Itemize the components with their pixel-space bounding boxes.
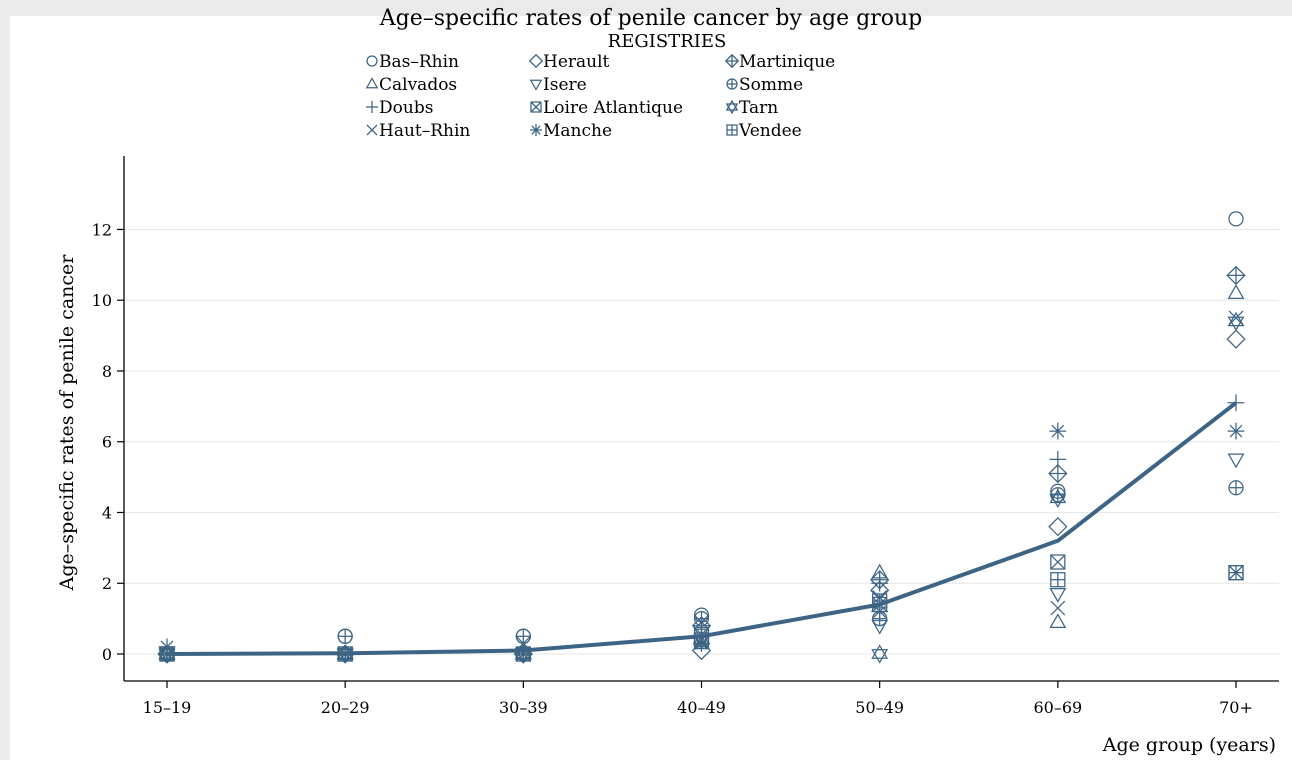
y-tick-label: 6: [102, 433, 112, 452]
point-martinique: [1226, 265, 1246, 286]
chart-panel: Age–specific rates of penile cancer by a…: [10, 6, 1292, 760]
legend-label: Calvados: [379, 75, 457, 95]
legend-marker: [366, 101, 378, 113]
legend-marker: [726, 78, 738, 90]
point-martinique: [1048, 463, 1068, 484]
point-somme: [872, 610, 888, 627]
legend-marker: [366, 124, 378, 136]
point-herault: [1226, 329, 1246, 349]
legend-label: Haut–Rhin: [379, 121, 470, 141]
point-calvados: [1227, 284, 1245, 299]
point-manche: [1227, 422, 1245, 440]
point-somme: [693, 610, 710, 627]
point-bas-rhin: [1228, 211, 1244, 227]
y-tick-label: 2: [102, 574, 112, 593]
point-vendee: [693, 628, 710, 644]
legend-label: Manche: [543, 121, 612, 141]
legend-label: Somme: [739, 75, 803, 95]
point-somme: [1228, 480, 1244, 496]
point-calvados: [1049, 613, 1067, 629]
point-vendee: [159, 646, 175, 662]
point-vendee: [515, 646, 531, 662]
point-isere: [1049, 587, 1067, 603]
point-loire-atlantique: [1050, 554, 1066, 570]
y-tick-label: 0: [102, 645, 112, 664]
x-axis-title: Age group (years): [1102, 734, 1276, 756]
point-haut-rhin: [1050, 600, 1066, 616]
y-axis-title: Age–specific rates of penile cancer: [56, 254, 78, 592]
point-isere: [1227, 453, 1245, 469]
x-tick-label: 15–19: [143, 698, 192, 717]
x-tick-label: 20–29: [321, 698, 370, 717]
x-tick-label: 30–39: [499, 698, 548, 717]
chart-svg: 0 2 4 6 8 10 12 15–19 20–29 30–39 40–49 50–49 60–69 7…: [56, 31, 1279, 756]
legend-label: Martinique: [739, 52, 835, 72]
legend-marker: [529, 79, 543, 91]
legend-label: Herault: [543, 52, 610, 72]
legend-label: Loire Atlantique: [543, 98, 683, 118]
data-points: [157, 211, 1246, 664]
point-tarn: [871, 644, 889, 664]
legend-label: Vendee: [738, 121, 802, 141]
x-tick-label: 40–49: [677, 698, 726, 717]
y-tick-label: 10: [92, 291, 112, 310]
legend-marker: [528, 53, 544, 69]
point-tarn: [1227, 311, 1245, 332]
x-tick-label: 50–49: [855, 698, 904, 717]
point-vendee: [337, 646, 353, 662]
legend-label: Isere: [543, 75, 587, 95]
legend-label: Tarn: [739, 98, 778, 118]
point-vendee: [872, 593, 888, 609]
legend-marker: [530, 124, 542, 136]
point-vendee: [1228, 565, 1244, 581]
point-doubs: [1227, 394, 1245, 412]
x-tick-label: 60–69: [1033, 698, 1082, 717]
point-tarn: [1049, 488, 1067, 508]
legend: REGISTRIES Bas–Rhin Calvados Doubs Haut–Rhin…: [365, 31, 835, 141]
point-herault: [1048, 516, 1068, 537]
legend-marker: [530, 101, 542, 113]
axes: 0 2 4 6 8 10 12 15–19 20–29 30–39 40–49 50–49 60–69 7…: [56, 156, 1279, 756]
y-tick-label: 12: [92, 220, 112, 239]
y-tick-label: 4: [102, 503, 112, 522]
chart-title: Age–specific rates of penile cancer by a…: [379, 6, 923, 31]
legend-title: REGISTRIES: [608, 31, 727, 52]
x-tick-label: 70+: [1219, 698, 1253, 717]
legend-label: Doubs: [379, 98, 433, 118]
point-manche: [1049, 422, 1067, 440]
legend-marker: [365, 77, 379, 89]
point-somme: [337, 628, 353, 644]
grid-lines: [124, 228, 1279, 655]
legend-marker: [726, 124, 738, 136]
legend-marker: [366, 55, 378, 67]
point-herault: [691, 640, 712, 661]
legend-label: Bas–Rhin: [379, 52, 459, 72]
legend-marker: [725, 99, 739, 115]
legend-marker: [724, 53, 740, 69]
point-vendee: [1050, 572, 1066, 588]
y-tick-label: 8: [102, 362, 112, 381]
point-martinique: [870, 570, 890, 590]
point-somme: [515, 628, 531, 644]
